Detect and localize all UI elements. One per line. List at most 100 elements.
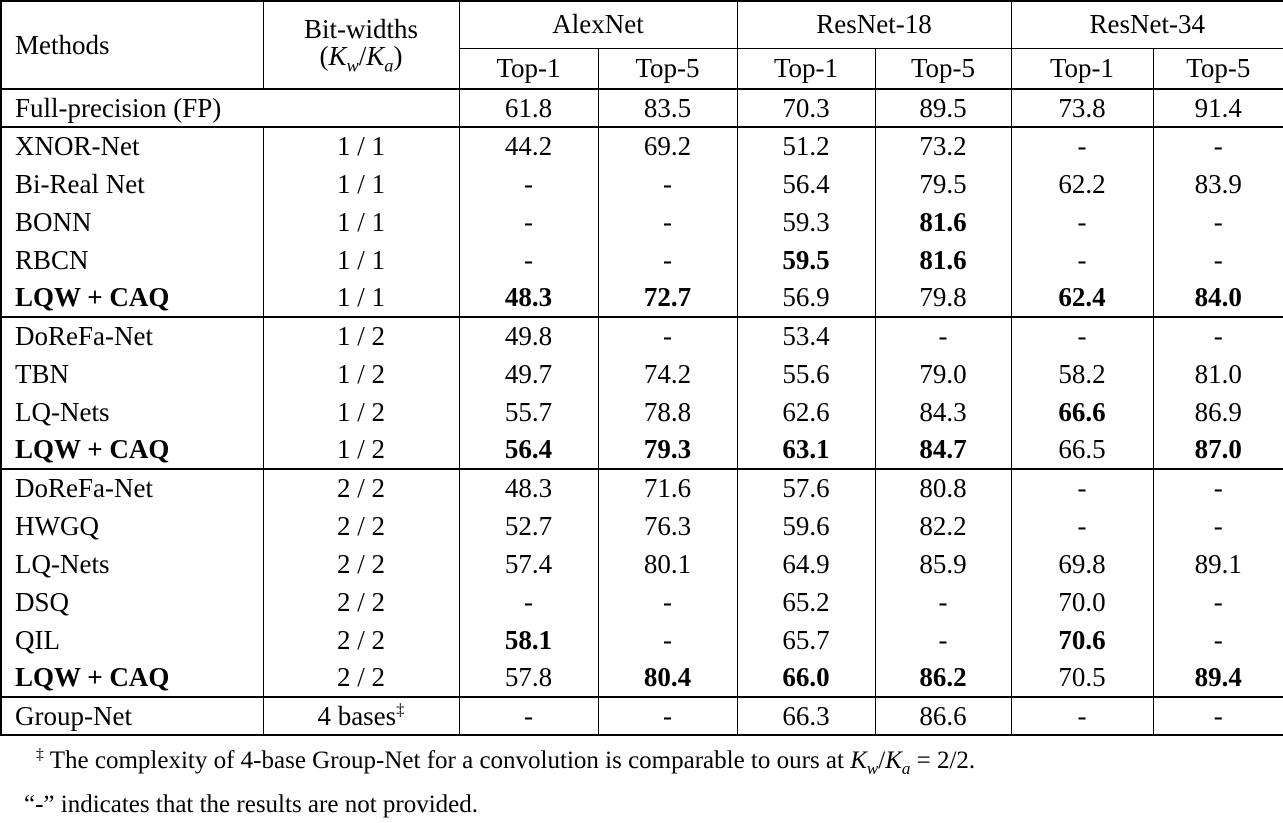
- value-cell: 66.6: [1010, 393, 1154, 431]
- method-cell: HWGQ: [15, 510, 99, 541]
- value-cell: 55.6: [736, 355, 875, 393]
- group-header-resnet18: ResNet-18: [736, 1, 1012, 49]
- value-cell: 65.2: [736, 583, 875, 621]
- value-cell: 70.3: [736, 88, 875, 127]
- method-cell: DSQ: [15, 586, 70, 617]
- method-cell: RBCN: [15, 244, 89, 275]
- value-cell: 62.2: [1010, 165, 1154, 203]
- subcol-resnet18-top5: Top-5: [874, 48, 1012, 90]
- value-cell: 70.6: [1010, 621, 1154, 659]
- value-cell: 70.0: [1010, 583, 1154, 621]
- table-row: LQW + CAQ 1 / 2 56.4 79.3 63.1 84.7 66.5 87.0: [1, 431, 1283, 469]
- double-dagger-mark: ‡: [36, 745, 44, 763]
- method-cell: DoReFa-Net: [1, 316, 263, 355]
- value-cell: 69.8: [1010, 545, 1154, 583]
- value-cell: 81.0: [1152, 355, 1283, 393]
- header-row-groups: Methods Bit-widths (Kw/Ka) AlexNet ResNe…: [1, 1, 1283, 90]
- bitwidth-cell: 1 / 1: [262, 165, 459, 203]
- table-row: Bi-Real Net 1 / 1- -56.4 79.5 62.2 83.9: [1, 165, 1283, 203]
- value-cell: -: [1152, 316, 1283, 355]
- value-cell: 56.9: [736, 279, 875, 317]
- results-table: Methods Bit-widths (Kw/Ka) AlexNet ResNe…: [0, 0, 1283, 736]
- value-cell: 53.4: [736, 316, 875, 355]
- method-cell: LQW + CAQ: [15, 434, 170, 464]
- value-cell: -: [458, 241, 598, 279]
- value-cell: 49.7: [458, 355, 598, 393]
- value-cell: 63.1: [736, 431, 875, 469]
- value-cell: 48.3: [458, 468, 598, 507]
- table-row: Group-Net 4 bases‡ - -66.3 86.6- -: [1, 696, 1283, 735]
- value-cell: 76.3: [597, 507, 737, 545]
- value-cell: 66.0: [736, 659, 875, 697]
- bitwidth-cell: 2 / 2: [262, 545, 459, 583]
- value-cell: 57.8: [458, 659, 598, 697]
- double-dagger-mark: ‡: [396, 699, 405, 719]
- value-cell: -: [1152, 468, 1283, 507]
- value-cell: -: [1152, 203, 1283, 241]
- value-cell: -: [597, 165, 737, 203]
- value-cell: -: [597, 621, 737, 659]
- value-cell: 66.5: [1010, 431, 1154, 469]
- value-cell: 89.5: [874, 88, 1012, 127]
- subcol-resnet18-top1: Top-1: [736, 48, 875, 90]
- value-cell: 84.3: [874, 393, 1012, 431]
- bitwidths-label: Bit-widths: [303, 13, 418, 44]
- table-row: QIL 2 / 2 58.1-65.7-70.6-: [1, 621, 1283, 659]
- value-cell: 52.7: [458, 507, 598, 545]
- bitwidth-cell: 2 / 2: [262, 659, 459, 697]
- table-row: LQ-Nets 1 / 2 55.7 78.8 62.6 84.3 66.6 86.9: [1, 393, 1283, 431]
- value-cell: -: [1010, 241, 1154, 279]
- bitwidths-column-header: Bit-widths (Kw/Ka): [262, 1, 459, 90]
- value-cell: -: [1010, 696, 1154, 735]
- value-cell: 79.0: [874, 355, 1012, 393]
- value-cell: 65.7: [736, 621, 875, 659]
- bitwidth-cell: 2 / 2: [262, 507, 459, 545]
- method-cell: XNOR-Net: [1, 126, 263, 165]
- value-cell: -: [597, 203, 737, 241]
- bitwidth-cell: 1 / 2: [262, 355, 459, 393]
- value-cell: 59.3: [736, 203, 875, 241]
- value-cell: -: [1152, 696, 1283, 735]
- value-cell: 71.6: [597, 468, 737, 507]
- value-cell: -: [874, 621, 1012, 659]
- value-cell: 59.5: [736, 241, 875, 279]
- value-cell: 69.2: [597, 126, 737, 165]
- value-cell: -: [458, 203, 598, 241]
- table-row: BONN 1 / 1- -59.3 81.6- -: [1, 203, 1283, 241]
- value-cell: 79.3: [597, 431, 737, 469]
- method-cell: BONN: [15, 206, 92, 237]
- value-cell: 56.4: [458, 431, 598, 469]
- value-cell: 86.2: [874, 659, 1012, 697]
- bitwidth-cell: 2 / 2: [262, 468, 459, 507]
- header-row-subcols: Top-1 Top-5 Top-1 Top-5 Top-1 Top-5: [1, 48, 1283, 90]
- value-cell: 86.9: [1152, 393, 1283, 431]
- bitwidth-cell: 1 / 1: [262, 126, 459, 165]
- table-row: XNOR-Net 1 / 1 44.2 69.2 51.2 73.2- -: [1, 126, 1283, 165]
- value-cell: 84.7: [874, 431, 1012, 469]
- value-cell: 80.4: [597, 659, 737, 697]
- value-cell: 83.5: [597, 88, 737, 127]
- method-cell: DoReFa-Net: [1, 468, 263, 507]
- method-cell: LQW + CAQ: [15, 662, 170, 692]
- value-cell: 44.2: [458, 126, 598, 165]
- value-cell: 66.3: [736, 696, 875, 735]
- value-cell: -: [874, 316, 1012, 355]
- value-cell: 59.6: [736, 507, 875, 545]
- value-cell: -: [1152, 241, 1283, 279]
- value-cell: 89.1: [1152, 545, 1283, 583]
- value-cell: 62.6: [736, 393, 875, 431]
- value-cell: 58.1: [458, 621, 598, 659]
- value-cell: -: [597, 316, 737, 355]
- bitwidth-cell: 1 / 1: [262, 241, 459, 279]
- method-cell: LQW + CAQ: [15, 282, 170, 312]
- value-cell: 91.4: [1152, 88, 1283, 127]
- value-cell: 89.4: [1152, 659, 1283, 697]
- value-cell: 58.2: [1010, 355, 1154, 393]
- value-cell: 79.8: [874, 279, 1012, 317]
- value-cell: 86.6: [874, 696, 1012, 735]
- value-cell: 57.4: [458, 545, 598, 583]
- value-cell: 73.8: [1010, 88, 1154, 127]
- value-cell: 57.6: [736, 468, 875, 507]
- value-cell: 64.9: [736, 545, 875, 583]
